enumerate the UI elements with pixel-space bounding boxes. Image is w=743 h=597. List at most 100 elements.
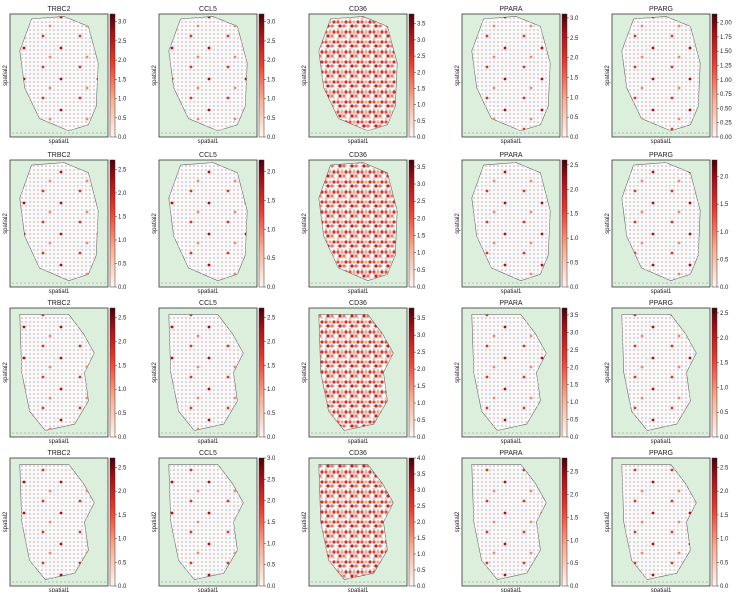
colorbar-tick-label: 2.0	[417, 520, 426, 526]
colorbar-tick-label: 2.5	[118, 167, 127, 173]
x-axis-label: spatial1	[348, 439, 369, 445]
colorbar-tick-label: 3.0	[570, 16, 579, 22]
colorbar-tick-label: 2.5	[417, 199, 426, 205]
colorbar-tick-label: 0.0	[720, 435, 729, 441]
colorbar-tick-label: 1.0	[118, 387, 127, 393]
colorbar-tick-label: 2.5	[570, 470, 579, 476]
colorbar	[409, 308, 414, 437]
colorbar-tick-label: 0.5	[417, 268, 426, 274]
colorbar-tick-label: 2.0	[267, 339, 276, 345]
colorbar-tick-label: 0.0	[570, 135, 579, 141]
panel: PPARGspatial1spatial20.00.51.01.52.02.5	[605, 300, 729, 445]
x-axis-label: spatial1	[198, 139, 219, 145]
colorbar-tick-label: 2.5	[267, 39, 276, 45]
colorbar-tick-label: 1.5	[118, 513, 127, 519]
colorbar-tick-label: 3.0	[417, 182, 426, 188]
colorbar-tick-label: 2.0	[570, 56, 579, 62]
colorbar-tick-label: 0.0	[118, 584, 127, 590]
colorbar-tick-label: 3.0	[570, 330, 579, 336]
colorbar-tick-label: 1.5	[267, 77, 276, 83]
panel: TRBC2spatial1spatial20.00.51.01.52.02.5	[3, 300, 127, 445]
panel-title: PPARA	[499, 6, 523, 13]
panel: PPARGspatial1spatial20.000.250.500.751.0…	[605, 6, 732, 145]
colorbar-tick-label: 0.0	[570, 584, 579, 590]
panel: TRBC2spatial1spatial20.00.51.01.52.02.5	[3, 450, 127, 592]
y-axis-label: spatial2	[3, 213, 9, 234]
panel: TRBC2spatial1spatial20.00.51.01.52.02.53…	[3, 6, 127, 145]
colorbar-tick-label: 1.0	[118, 97, 127, 103]
x-axis-label: spatial1	[651, 588, 672, 592]
y-axis-label: spatial2	[455, 65, 461, 86]
colorbar	[712, 458, 717, 586]
colorbar-tick-label: 0.0	[267, 135, 276, 141]
y-axis-label: spatial2	[3, 362, 9, 383]
colorbar-tick-label: 0.5	[118, 261, 127, 267]
colorbar-tick-label: 1.0	[720, 230, 729, 236]
x-axis-label: spatial1	[651, 439, 672, 445]
colorbar-tick-label: 0.5	[720, 257, 729, 263]
colorbar-tick-label: 0.0	[118, 135, 127, 141]
colorbar-tick-label: 0.5	[570, 561, 579, 567]
colorbar-tick-label: 2.5	[118, 316, 127, 322]
panel-title: PPARG	[649, 152, 673, 159]
colorbar	[712, 308, 717, 437]
colorbar-tick-label: 2.0	[570, 493, 579, 499]
colorbar-tick-label: 0.5	[267, 563, 276, 569]
colorbar-tick-label: 1.0	[570, 95, 579, 101]
colorbar-tick-label: 2.5	[720, 465, 729, 471]
panel-title: CCL5	[199, 300, 217, 307]
colorbar-tick-label: 2.0	[267, 58, 276, 64]
panel-title: CCL5	[199, 6, 217, 13]
colorbar-tick-label: 2.5	[417, 504, 426, 510]
colorbar-tick-label: 1.5	[720, 202, 729, 208]
colorbar-tick-label: 1.5	[570, 515, 579, 521]
colorbar-tick-label: 2.0	[720, 336, 729, 342]
colorbar	[712, 14, 717, 137]
colorbar-tick-label: 0.0	[720, 584, 729, 590]
x-axis-label: spatial1	[501, 139, 522, 145]
colorbar-tick-label: 0.5	[118, 116, 127, 122]
colorbar-tick-label: 1.0	[267, 97, 276, 103]
y-axis-label: spatial2	[152, 65, 158, 86]
colorbar-tick-label: 0.5	[720, 560, 729, 566]
colorbar-tick-label: 1.5	[267, 363, 276, 369]
colorbar-tick-label: 1.0	[417, 251, 426, 257]
colorbar-tick-label: 3.5	[417, 316, 426, 322]
figure: TRBC2spatial1spatial20.00.51.01.52.02.53…	[0, 0, 743, 592]
colorbar-tick-label: 3.5	[417, 22, 426, 28]
panel-title: CCL5	[199, 450, 217, 457]
colorbar	[110, 308, 115, 437]
colorbar	[712, 160, 717, 287]
colorbar-tick-label: 1.0	[570, 236, 579, 242]
x-axis-label: spatial1	[501, 439, 522, 445]
colorbar-tick-label: 1.5	[570, 383, 579, 389]
y-axis-label: spatial2	[302, 65, 308, 86]
panel-title: PPARA	[499, 300, 523, 307]
colorbar-tick-label: 3.0	[118, 20, 127, 26]
y-axis-label: spatial2	[3, 65, 9, 86]
colorbar-tick-label: 2.5	[267, 477, 276, 483]
colorbar-tick-label: 2.0	[417, 367, 426, 373]
y-axis-label: spatial2	[455, 362, 461, 383]
colorbar-tick-label: 1.50	[720, 49, 732, 55]
colorbar-tick-label: 1.0	[417, 401, 426, 407]
y-axis-label: spatial2	[302, 362, 308, 383]
panel: PPARAspatial1spatial20.00.51.01.52.02.5	[455, 152, 579, 295]
colorbar	[409, 458, 414, 586]
colorbar	[409, 160, 414, 287]
colorbar-tick-label: 2.0	[118, 191, 127, 197]
colorbar-tick-label: 0.5	[118, 411, 127, 417]
colorbar-tick-label: 1.0	[417, 103, 426, 109]
colorbar-tick-label: 1.0	[118, 537, 127, 543]
colorbar-tick-label: 3.0	[267, 456, 276, 462]
y-axis-label: spatial2	[455, 511, 461, 532]
panel-title: CD36	[349, 6, 367, 13]
y-axis-label: spatial2	[605, 213, 611, 234]
x-axis-label: spatial1	[49, 439, 70, 445]
x-axis-label: spatial1	[198, 588, 219, 592]
colorbar-tick-label: 3.0	[417, 333, 426, 339]
panel: PPARGspatial1spatial20.00.51.01.52.0	[605, 152, 729, 295]
colorbar-tick-label: 0.0	[267, 584, 276, 590]
